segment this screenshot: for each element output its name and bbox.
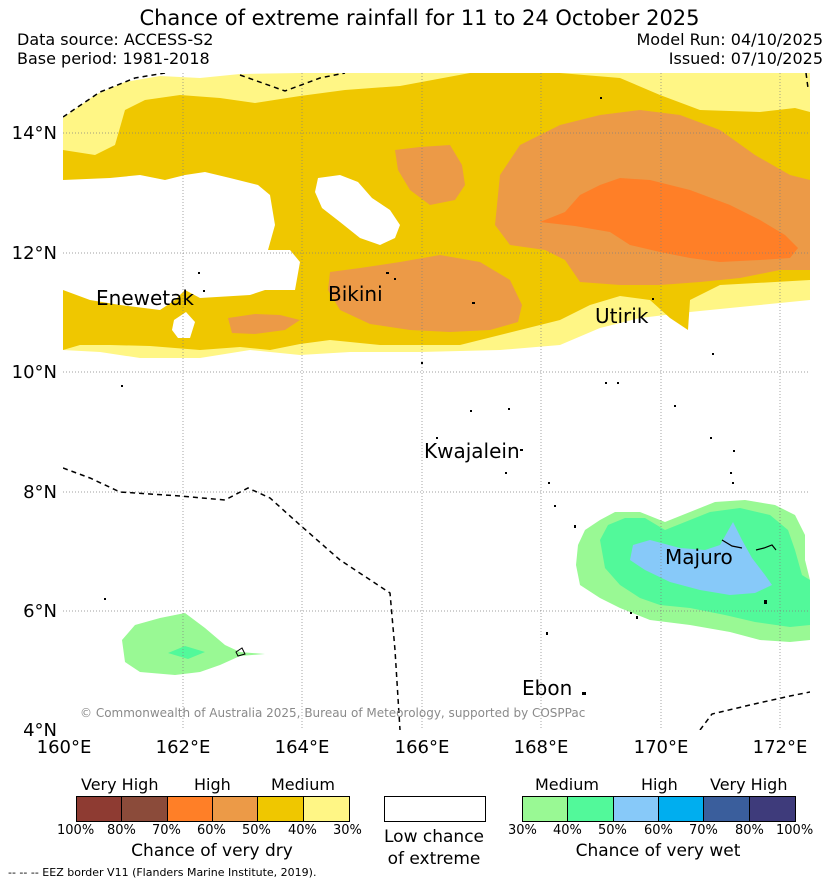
low-chance-swatch	[384, 796, 486, 822]
wet-legend-header-high: High	[641, 775, 678, 794]
wet-swatch	[704, 797, 750, 821]
dry-swatch	[77, 797, 123, 821]
wet-swatch	[613, 797, 659, 821]
dry-tick: 40%	[288, 823, 317, 838]
latitude-labels: 14°N 12°N 10°N 8°N 6°N 4°N	[12, 123, 57, 741]
wet-legend-colorbar	[522, 796, 796, 822]
dry-high-region-north	[395, 145, 465, 205]
copyright-notice: © Commonwealth of Australia 2025, Bureau…	[80, 706, 585, 720]
low-chance-label-line2: of extreme	[387, 849, 481, 869]
dry-tick: 30%	[333, 823, 362, 838]
dry-legend-header-very-high: Very High	[81, 775, 159, 794]
wet-medium-region-southwest	[122, 613, 265, 675]
islands	[104, 97, 777, 695]
dry-swatch	[167, 797, 213, 821]
place-bikini: Bikini	[328, 282, 383, 306]
lon-label: 162°E	[156, 737, 211, 758]
wet-swatch	[658, 797, 705, 821]
eez-borders	[63, 73, 810, 730]
meta-right: Model Run: 04/10/2025 Issued: 07/10/2025	[637, 30, 824, 68]
place-ebon: Ebon	[522, 676, 572, 700]
wet-tick: 60%	[644, 823, 673, 838]
wet-swatch	[749, 797, 795, 821]
lat-label: 12°N	[12, 243, 57, 264]
wet-legend-header-medium: Medium	[535, 775, 599, 794]
issued-date: Issued: 07/10/2025	[668, 49, 823, 68]
base-period: Base period: 1981-2018	[17, 49, 210, 68]
map-area: Enewetak Bikini Utirik Kwajalein Majuro …	[63, 73, 810, 730]
dry-swatch	[122, 797, 168, 821]
dry-high-region-small	[228, 314, 300, 334]
dry-swatch	[258, 797, 304, 821]
wet-tick: 80%	[735, 823, 764, 838]
dry-swatch	[212, 797, 259, 821]
lon-label: 166°E	[395, 737, 450, 758]
wet-tick: 30%	[508, 823, 537, 838]
place-kwajalein: Kwajalein	[424, 439, 520, 463]
dry-tick: 80%	[107, 823, 136, 838]
dry-legend-label: Chance of very dry	[131, 841, 293, 861]
wet-medium2-region-southwest	[168, 646, 205, 659]
lon-label: 170°E	[634, 737, 689, 758]
low-chance-label-line1: Low chance	[384, 827, 484, 847]
dry-tick: 100%	[57, 823, 95, 838]
wet-tick: 70%	[689, 823, 718, 838]
wet-legend-header-very-high: Very High	[710, 775, 788, 794]
place-labels: Enewetak Bikini Utirik Kwajalein Majuro …	[96, 282, 733, 700]
wet-tick: 40%	[553, 823, 582, 838]
meta-left: Data source: ACCESS-S2 Base period: 1981…	[17, 30, 213, 68]
low-chance-hole-west	[63, 172, 300, 310]
dry-swatch	[303, 797, 349, 821]
dry-legend-header-high: High	[194, 775, 231, 794]
lat-label: 4°N	[23, 720, 57, 741]
wet-swatch	[568, 797, 614, 821]
wet-tick: 100%	[776, 823, 814, 838]
map-title: Chance of extreme rainfall for 11 to 24 …	[139, 6, 700, 30]
low-chance-hole-small	[172, 312, 195, 338]
place-majuro: Majuro	[665, 545, 733, 569]
lat-label: 8°N	[23, 482, 57, 503]
dry-legend-colorbar	[76, 796, 350, 822]
wet-tick: 50%	[598, 823, 627, 838]
dry-tick: 70%	[152, 823, 181, 838]
wet-high-region-majuro	[630, 522, 772, 595]
model-run: Model Run: 04/10/2025	[636, 30, 824, 49]
dry-high-region-bikini	[328, 255, 522, 332]
dry-tick: 50%	[242, 823, 271, 838]
lon-label: 172°E	[753, 737, 808, 758]
wet-legend-label: Chance of very wet	[575, 841, 741, 861]
lat-label: 14°N	[12, 123, 57, 144]
low-chance-hole-center	[315, 175, 400, 245]
lat-label: 10°N	[12, 362, 57, 383]
lon-label: 160°E	[37, 737, 92, 758]
dry-tick: 60%	[197, 823, 226, 838]
lon-label: 164°E	[275, 737, 330, 758]
low-chance-hole-top	[63, 73, 110, 110]
place-enewetak: Enewetak	[96, 286, 194, 310]
eez-footnote: -- -- -- EEZ border V11 (Flanders Marine…	[8, 866, 317, 879]
longitude-labels: 160°E 162°E 164°E 166°E 168°E 170°E 172°…	[37, 737, 808, 758]
lon-label: 168°E	[514, 737, 569, 758]
place-utirik: Utirik	[595, 304, 649, 328]
lat-label: 6°N	[23, 601, 57, 622]
dry-high-core	[540, 178, 798, 262]
data-source: Data source: ACCESS-S2	[17, 30, 214, 49]
wet-swatch	[523, 797, 569, 821]
dry-legend-header-medium: Medium	[271, 775, 335, 794]
